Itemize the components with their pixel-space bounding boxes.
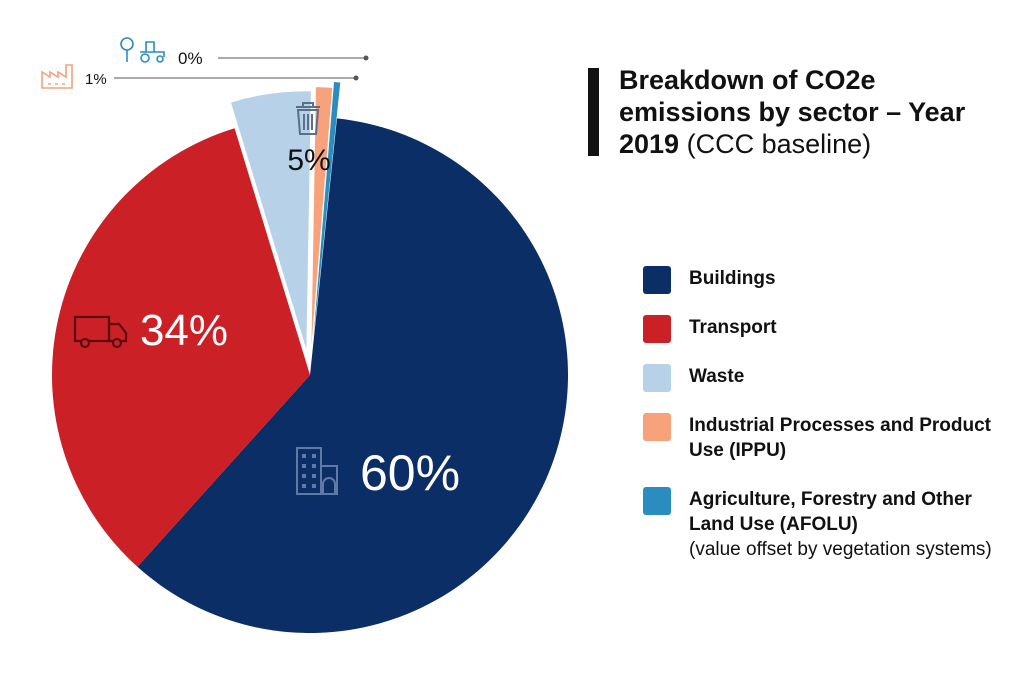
tree-tractor-icon [120, 37, 165, 63]
data-label-afolu: 0% [178, 49, 203, 68]
legend-label-waste: Waste [689, 366, 745, 387]
factory-icon [41, 64, 73, 89]
legend-label-afolu: Agriculture, Forestry and Other Land Use… [689, 489, 972, 535]
legend-swatch-ippu [643, 413, 671, 441]
legend-label-ippu: Industrial Processes and Product Use (IP… [689, 415, 991, 461]
callout-dot-ippu [353, 75, 359, 81]
legend-label-buildings: Buildings [689, 268, 776, 289]
legend-label-transport: Transport [689, 317, 777, 338]
legend-swatch-afolu [643, 487, 671, 515]
trash-bin-icon [296, 102, 320, 135]
legend-note-afolu: (value offset by vegetation systems) [689, 539, 992, 560]
legend-item-ippu: Industrial Processes and Product Use (IP… [643, 413, 1013, 463]
data-label-waste: 5% [287, 144, 330, 177]
chart-title-bold: Breakdown of CO2e emissions by sector – … [619, 65, 966, 159]
legend-item-buildings: Buildings [643, 266, 1013, 294]
pie-slice-transport [51, 128, 310, 567]
legend-swatch-waste [643, 364, 671, 392]
pie-slice-waste [230, 91, 311, 350]
pie-slice-afolu [313, 81, 341, 340]
legend-item-afolu: Agriculture, Forestry and Other Land Use… [643, 487, 1013, 562]
truck-icon [73, 315, 128, 349]
legend-swatch-transport [643, 315, 671, 343]
legend: Buildings Transport Waste Industrial Pro… [643, 266, 1013, 586]
pie-slice-ippu [311, 87, 333, 346]
legend-item-waste: Waste [643, 364, 1013, 392]
legend-swatch-buildings [643, 266, 671, 294]
building-icon [296, 447, 338, 495]
pie-slice-buildings [137, 118, 568, 634]
chart-title: Breakdown of CO2e emissions by sector – … [619, 64, 1009, 160]
chart-title-normal: (CCC baseline) [686, 129, 872, 159]
callout-dot-afolu [363, 55, 369, 61]
legend-item-transport: Transport [643, 315, 1013, 343]
data-label-transport: 34% [140, 306, 228, 355]
title-accent-bar [588, 68, 599, 156]
data-label-buildings: 60% [360, 445, 460, 501]
data-label-ippu: 1% [85, 71, 107, 88]
